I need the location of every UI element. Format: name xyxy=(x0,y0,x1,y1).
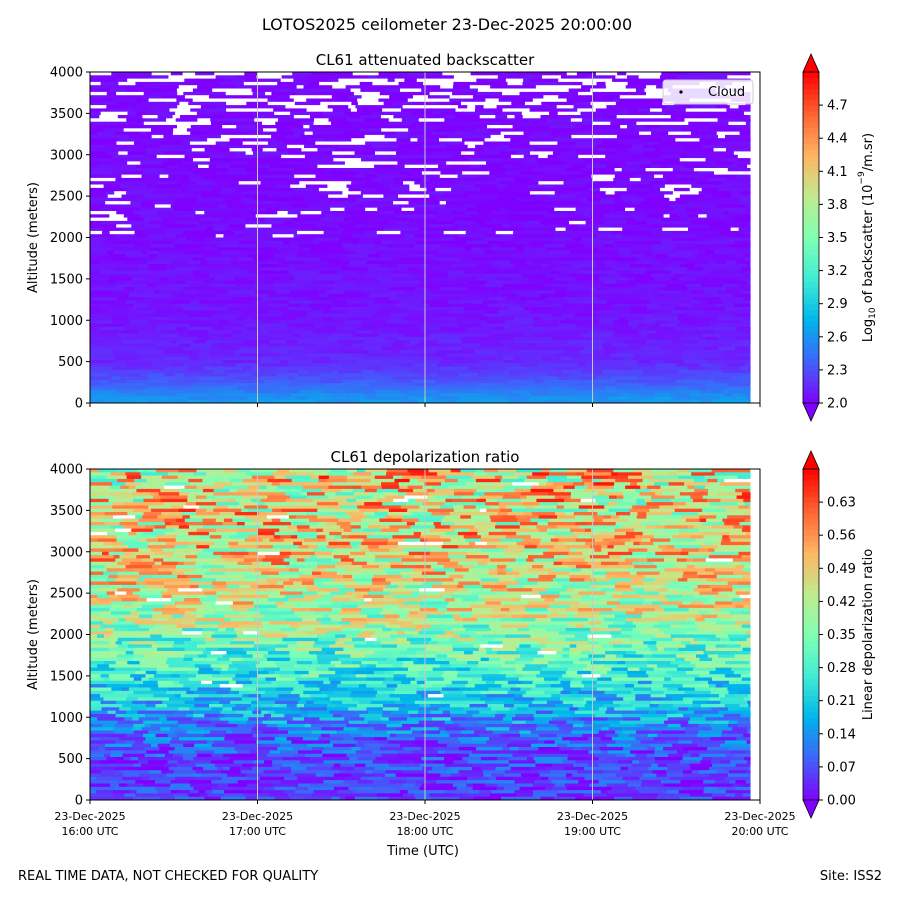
colorbar-tick-label: 0.14 xyxy=(827,727,856,742)
y-tick-label: 3500 xyxy=(50,107,83,122)
colorbar-extend-max xyxy=(802,53,820,73)
colorbar: 2.0 2.3 2.6 2.9 3.2 3.5 3.8 4.1 4.4 4.7 Log10 of b… xyxy=(802,53,878,422)
colorbar-tick-label: 3.5 xyxy=(827,231,848,246)
colorbar-tick-label: 0.42 xyxy=(827,595,856,610)
colorbar-tick-label: 2.9 xyxy=(827,297,848,312)
x-tick-date: 23-Dec-2025 xyxy=(222,810,293,823)
y-tick-label: 2000 xyxy=(50,231,83,246)
colorbar-label-part: −9 xyxy=(857,171,867,185)
y-tick-label: 3500 xyxy=(50,504,83,519)
colorbar-tick-label: 2.3 xyxy=(827,363,848,378)
site-label: Site: ISS2 xyxy=(819,869,882,884)
colorbar-label-part: of backscatter (10 xyxy=(861,185,876,308)
panel-backscatter: 0 500 1000 1500 2000 2500 3000 3500 4000 CL61 att… xyxy=(26,51,878,422)
y-tick-label: 500 xyxy=(58,752,83,767)
x-tick-date: 23-Dec-2025 xyxy=(557,810,628,823)
colorbar-tick-label: 0.63 xyxy=(827,496,856,511)
colorbar-tick-label: 0.56 xyxy=(827,529,856,544)
y-tick-label: 1500 xyxy=(50,669,83,684)
colorbar-extend-min xyxy=(802,402,820,422)
colorbar-tick-label: 2.0 xyxy=(827,397,848,412)
axes-title: CL61 depolarization ratio xyxy=(331,448,520,466)
x-tick-date: 23-Dec-2025 xyxy=(389,810,460,823)
y-tick-label: 4000 xyxy=(50,66,83,81)
colorbar: 0.00 0.07 0.14 0.21 0.28 0.35 0.42 0.49 0.56 0.63… xyxy=(802,450,876,819)
y-tick-label: 1000 xyxy=(50,711,83,726)
legend-entry: Cloud xyxy=(708,85,745,100)
panel-depolarization: 0 500 1000 1500 2000 2500 3000 3500 4000 23-Dec-2… xyxy=(26,448,876,859)
colorbar-tick-label: 0.00 xyxy=(827,794,856,809)
colorbar-tick-label: 4.1 xyxy=(827,165,848,180)
colorbar-label: Linear depolarization ratio xyxy=(861,549,876,720)
y-tick-label: 2000 xyxy=(50,628,83,643)
y-tick-label: 1500 xyxy=(50,272,83,287)
colorbar-tick-label: 0.28 xyxy=(827,661,856,676)
colorbar-extend-max xyxy=(802,450,820,470)
heatmap-field xyxy=(90,72,751,403)
heatmap-field xyxy=(90,469,751,800)
y-tick-label: 2500 xyxy=(50,587,83,602)
y-tick-label: 1000 xyxy=(50,314,83,329)
x-tick-time: 17:00 UTC xyxy=(229,825,286,838)
colorbar-extend-min xyxy=(802,799,820,819)
colorbar-label: Log10 of backscatter (10−9/m.sr) xyxy=(857,133,878,342)
colorbar-label-part: 10 xyxy=(868,307,878,319)
y-tick-label: 0 xyxy=(75,397,83,412)
y-tick-label: 4000 xyxy=(50,463,83,478)
y-tick-label: 0 xyxy=(75,794,83,809)
x-tick-date: 23-Dec-2025 xyxy=(54,810,125,823)
colorbar-tick-label: 0.21 xyxy=(827,694,856,709)
x-tick-time: 16:00 UTC xyxy=(61,825,118,838)
colorbar-label-part: Log xyxy=(861,319,876,342)
y-tick-label: 2500 xyxy=(50,190,83,205)
panels: 0 500 1000 1500 2000 2500 3000 3500 4000 CL61 att… xyxy=(26,51,878,859)
axes-title: CL61 attenuated backscatter xyxy=(316,51,535,69)
legend: Cloud xyxy=(662,79,754,105)
colorbar-label-part: /m.sr) xyxy=(861,133,876,171)
y-tick-label: 500 xyxy=(58,355,83,370)
legend-box xyxy=(662,79,754,105)
y-axis-label: Altitude (meters) xyxy=(26,182,41,293)
x-tick-time: 20:00 UTC xyxy=(731,825,788,838)
y-axis-label: Altitude (meters) xyxy=(26,579,41,690)
colorbar-tick-label: 0.35 xyxy=(827,628,856,643)
x-tick-time: 18:00 UTC xyxy=(396,825,453,838)
colorbar-tick-label: 0.07 xyxy=(827,760,856,775)
x-tick-date: 23-Dec-2025 xyxy=(724,810,795,823)
colorbar-tick-label: 3.2 xyxy=(827,264,848,279)
colorbar-tick-label: 2.6 xyxy=(827,330,848,345)
figure-title: LOTOS2025 ceilometer 23-Dec-2025 20:00:0… xyxy=(262,15,632,34)
y-tick-label: 3000 xyxy=(50,545,83,560)
x-axis-label: Time (UTC) xyxy=(386,844,459,859)
y-tick-label: 3000 xyxy=(50,148,83,163)
cloud-marker xyxy=(679,90,683,94)
colorbar-tick-label: 0.49 xyxy=(827,562,856,577)
x-tick-time: 19:00 UTC xyxy=(564,825,621,838)
colorbar-tick-label: 4.7 xyxy=(827,99,848,114)
colorbar-tick-label: 3.8 xyxy=(827,198,848,213)
colorbar-tick-label: 4.4 xyxy=(827,132,848,147)
quality-note: REAL TIME DATA, NOT CHECKED FOR QUALITY xyxy=(18,869,319,884)
